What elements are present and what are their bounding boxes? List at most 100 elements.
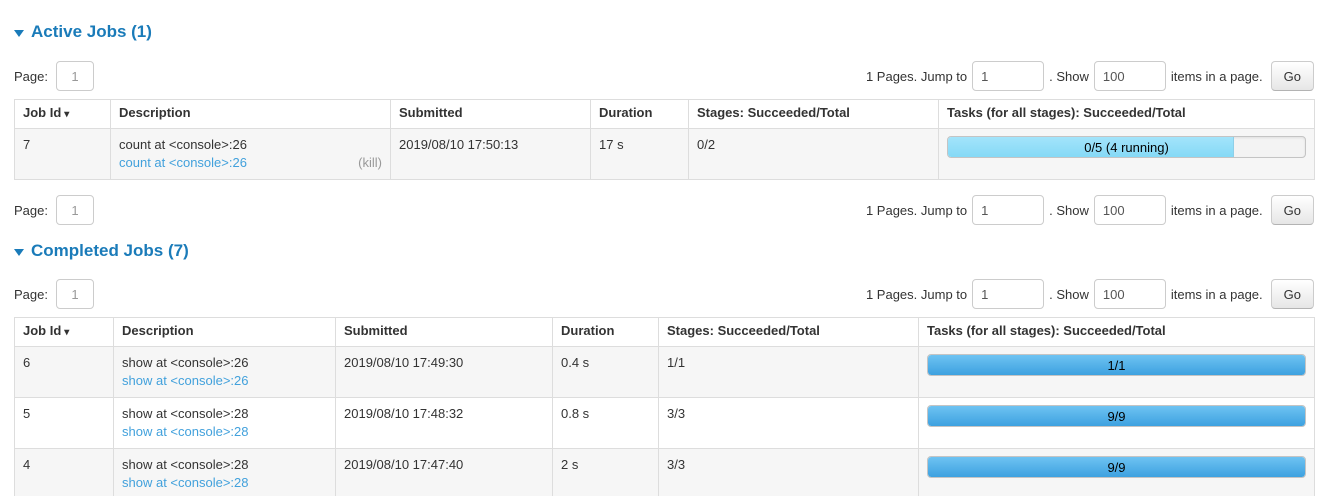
pages-info-label: 1 Pages. Jump to <box>865 202 968 218</box>
progress-label: 1/1 <box>1107 358 1126 373</box>
stages-cell: 1/1 <box>658 346 919 398</box>
jump-to-page-input[interactable] <box>972 61 1045 91</box>
job-description-text: count at <console>:26 <box>119 137 247 152</box>
page-label: Page: <box>14 202 48 218</box>
col-header-tasks[interactable]: Tasks (for all stages): Succeeded/Total <box>938 99 1315 129</box>
completed-job-row: 6 show at <console>:26 show at <console>… <box>14 346 1315 398</box>
jump-to-page-input[interactable] <box>972 279 1045 309</box>
col-header-description[interactable]: Description <box>110 99 391 129</box>
progress-label: 0/5 (4 running) <box>1084 140 1169 155</box>
progress-fill-done <box>928 457 1305 477</box>
page-number-input[interactable] <box>55 61 94 91</box>
stages-cell: 0/2 <box>688 128 939 180</box>
submitted-cell: 2019/08/10 17:49:30 <box>335 346 553 398</box>
page-indicator: Page: <box>14 195 94 225</box>
tasks-progress-cell: 0/5 (4 running) <box>938 128 1315 180</box>
items-label: items in a page. <box>1170 286 1263 302</box>
active-jobs-table: Job Id ▾ Description Submitted Duration S… <box>14 99 1315 180</box>
stages-cell: 3/3 <box>658 397 919 449</box>
page-controls: 1 Pages. Jump to . Show items in a page.… <box>861 61 1314 91</box>
job-id-cell: 7 <box>14 128 111 180</box>
col-header-submitted[interactable]: Submitted <box>390 99 591 129</box>
tasks-progress-cell: 1/1 <box>918 346 1315 398</box>
col-header-submitted[interactable]: Submitted <box>335 317 553 347</box>
page-controls: 1 Pages. Jump to . Show items in a page.… <box>861 195 1314 225</box>
progress-label: 9/9 <box>1107 460 1126 475</box>
page-label: Page: <box>14 68 48 84</box>
col-header-job-id[interactable]: Job Id ▾ <box>14 317 114 347</box>
col-header-tasks[interactable]: Tasks (for all stages): Succeeded/Total <box>918 317 1315 347</box>
sort-desc-icon: ▾ <box>64 109 70 120</box>
jobs-page: Active Jobs (1) Page: 1 Pages. Jump to .… <box>0 22 1328 496</box>
completed-job-row: 5 show at <console>:28 show at <console>… <box>14 397 1315 449</box>
job-description-text: show at <console>:28 <box>122 457 249 472</box>
tasks-progress-bar: 9/9 <box>927 456 1306 478</box>
pages-info-label: 1 Pages. Jump to <box>865 286 968 302</box>
active-pagination-top: Page: 1 Pages. Jump to . Show items in a… <box>14 61 1314 91</box>
job-description-text: show at <console>:26 <box>122 355 249 370</box>
completed-jobs-section-header[interactable]: Completed Jobs (7) <box>14 241 1314 261</box>
progress-fill-done <box>928 406 1305 426</box>
page-indicator: Page: <box>14 279 94 309</box>
tasks-progress-bar: 1/1 <box>927 354 1306 376</box>
description-cell: show at <console>:28 show at <console>:2… <box>113 448 336 496</box>
items-label: items in a page. <box>1170 68 1263 84</box>
items-per-page-input[interactable] <box>1093 279 1166 309</box>
page-label: Page: <box>14 286 48 302</box>
progress-fill-done <box>928 355 1305 375</box>
tasks-progress-bar: 9/9 <box>927 405 1306 427</box>
page-controls: 1 Pages. Jump to . Show items in a page.… <box>861 279 1314 309</box>
completed-job-row: 4 show at <console>:28 show at <console>… <box>14 448 1315 496</box>
tasks-progress-cell: 9/9 <box>918 448 1315 496</box>
job-detail-link[interactable]: show at <console>:28 <box>122 475 249 490</box>
items-per-page-input[interactable] <box>1093 61 1166 91</box>
show-label: . Show <box>1049 286 1089 302</box>
active-jobs-section-header[interactable]: Active Jobs (1) <box>14 22 1314 42</box>
progress-label: 9/9 <box>1107 409 1126 424</box>
col-header-stages[interactable]: Stages: Succeeded/Total <box>658 317 919 347</box>
active-pagination-bottom: Page: 1 Pages. Jump to . Show items in a… <box>14 195 1314 225</box>
col-label-job-id: Job Id <box>23 323 62 338</box>
tasks-progress-cell: 9/9 <box>918 397 1315 449</box>
col-header-job-id[interactable]: Job Id ▾ <box>14 99 111 129</box>
page-number-input[interactable] <box>55 195 94 225</box>
page-indicator: Page: <box>14 61 94 91</box>
items-per-page-input[interactable] <box>1093 195 1166 225</box>
job-id-cell: 5 <box>14 397 114 449</box>
submitted-cell: 2019/08/10 17:50:13 <box>390 128 591 180</box>
description-cell: show at <console>:28 show at <console>:2… <box>113 397 336 449</box>
job-detail-link[interactable]: show at <console>:28 <box>122 424 249 439</box>
jump-to-page-input[interactable] <box>972 195 1045 225</box>
job-detail-link[interactable]: count at <console>:26 <box>119 155 247 170</box>
duration-cell: 17 s <box>590 128 689 180</box>
kill-job-link[interactable]: (kill) <box>358 155 382 170</box>
show-label: . Show <box>1049 68 1089 84</box>
submitted-cell: 2019/08/10 17:48:32 <box>335 397 553 449</box>
col-header-duration[interactable]: Duration <box>590 99 689 129</box>
completed-jobs-table: Job Id ▾ Description Submitted Duration S… <box>14 317 1315 496</box>
active-table-header-row: Job Id ▾ Description Submitted Duration S… <box>14 99 1315 129</box>
show-label: . Show <box>1049 202 1089 218</box>
tasks-progress-bar: 0/5 (4 running) <box>947 136 1306 158</box>
go-button[interactable]: Go <box>1270 195 1314 225</box>
progress-fill-running <box>948 137 1234 157</box>
col-header-duration[interactable]: Duration <box>552 317 659 347</box>
job-detail-link[interactable]: show at <console>:26 <box>122 373 249 388</box>
go-button[interactable]: Go <box>1270 61 1314 91</box>
description-cell: count at <console>:26 count at <console>… <box>110 128 391 180</box>
completed-pagination-top: Page: 1 Pages. Jump to . Show items in a… <box>14 279 1314 309</box>
col-header-description[interactable]: Description <box>113 317 336 347</box>
submitted-cell: 2019/08/10 17:47:40 <box>335 448 553 496</box>
collapse-arrow-icon <box>14 248 24 256</box>
description-cell: show at <console>:26 show at <console>:2… <box>113 346 336 398</box>
job-id-cell: 4 <box>14 448 114 496</box>
items-label: items in a page. <box>1170 202 1263 218</box>
page-number-input[interactable] <box>55 279 94 309</box>
col-label-job-id: Job Id <box>23 105 62 120</box>
col-header-stages[interactable]: Stages: Succeeded/Total <box>688 99 939 129</box>
completed-table-header-row: Job Id ▾ Description Submitted Duration S… <box>14 317 1315 347</box>
go-button[interactable]: Go <box>1270 279 1314 309</box>
duration-cell: 0.8 s <box>552 397 659 449</box>
active-job-row: 7 count at <console>:26 count at <consol… <box>14 128 1315 180</box>
sort-desc-icon: ▾ <box>64 327 70 338</box>
